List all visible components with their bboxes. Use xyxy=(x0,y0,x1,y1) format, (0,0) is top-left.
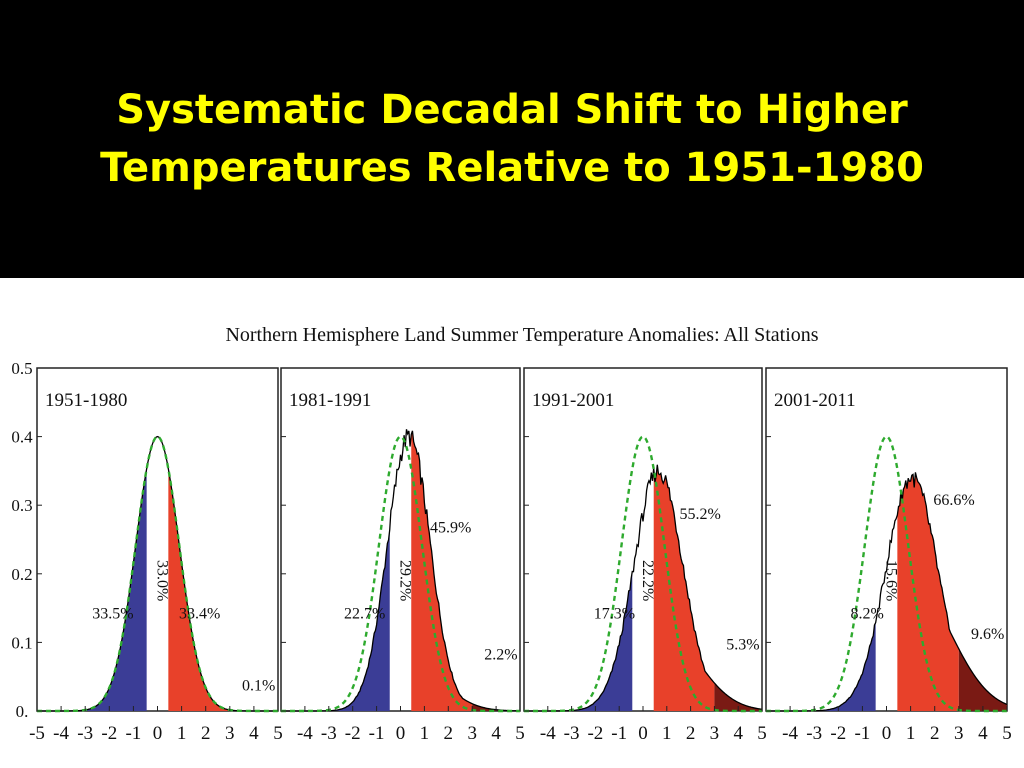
extreme-hot-region xyxy=(472,703,520,711)
x-tick-label: -4 xyxy=(782,723,798,744)
extreme-percent-label: 2.2% xyxy=(484,647,517,664)
chart-panel-1981-1991: 1981-1991 22.7% 29.2% 45.9% 2.2% -4 -3 -2 -1 0 1 2 3… xyxy=(280,367,525,744)
x-tick-label: -1 xyxy=(369,723,385,744)
cold-percent-label: 22.7% xyxy=(344,605,385,622)
hot-percent-label: 45.9% xyxy=(430,520,471,537)
x-tick-label: 0 xyxy=(882,723,892,744)
x-tick-label: 1 xyxy=(662,723,672,744)
x-tick-label: -2 xyxy=(345,723,361,744)
x-tick-label: 0 xyxy=(396,723,406,744)
normal-percent-label: 33.0% xyxy=(154,560,171,601)
y-tick-label: 0.3 xyxy=(11,496,32,515)
hot-percent-label: 33.4% xyxy=(179,605,220,622)
x-tick-label: 3 xyxy=(467,723,477,744)
slide-title-line-2: Temperatures Relative to 1951-1980 xyxy=(100,145,924,191)
cold-percent-label: 17.3% xyxy=(594,605,635,622)
reference-distribution-line xyxy=(281,435,520,713)
hot-percent-label: 66.6% xyxy=(933,492,974,509)
x-tick-label: -1 xyxy=(854,723,870,744)
extreme-hot-region xyxy=(714,683,762,711)
normal-percent-label: 15.6% xyxy=(883,560,900,601)
panel-frame xyxy=(765,367,1008,712)
slide-title-line-1: Systematic Decadal Shift to Higher xyxy=(116,87,908,133)
x-tick-label: 0 xyxy=(153,723,163,744)
cold-region xyxy=(524,571,633,711)
panel-frame xyxy=(36,367,279,712)
x-tick-label: 5 xyxy=(757,723,767,744)
x-tick-label: 3 xyxy=(710,723,720,744)
x-tick-label: 5 xyxy=(515,723,525,744)
extreme-percent-label: 0.1% xyxy=(242,677,275,694)
y-axis: 0.5 0.4 0.3 0.2 0.1 0. xyxy=(11,359,33,721)
normal-percent-label: 22.2% xyxy=(639,560,656,601)
x-tick-label: 3 xyxy=(954,723,964,744)
x-tick-label: 5 xyxy=(273,723,283,744)
x-tick-label: -5 xyxy=(29,723,45,744)
x-tick-label: 3 xyxy=(225,723,235,744)
x-tick-label: -1 xyxy=(125,723,141,744)
x-tick-label: 4 xyxy=(249,723,259,744)
cold-region xyxy=(281,529,390,711)
hot-region xyxy=(168,468,230,711)
panel-frame xyxy=(523,367,763,712)
x-tick-label: 4 xyxy=(978,723,988,744)
x-tick-label: 2 xyxy=(201,723,211,744)
period-label: 1951-1980 xyxy=(45,390,127,411)
period-label: 2001-2011 xyxy=(774,390,856,411)
y-tick-label: 0.5 xyxy=(11,359,32,378)
figure-title: Northern Hemisphere Land Summer Temperat… xyxy=(225,324,818,346)
cold-percent-label: 8.2% xyxy=(851,605,884,622)
x-tick-label: -4 xyxy=(540,723,556,744)
x-tick-label: 4 xyxy=(491,723,501,744)
x-tick-label: 5 xyxy=(1002,723,1012,744)
chart-panel-1951-1980: 1951-1980 33.5% 33.0% 33.4% 0.1% -5 -4 -3 -2 -1 0 1… xyxy=(29,367,283,744)
hot-percent-label: 55.2% xyxy=(679,506,720,523)
x-tick-label: 1 xyxy=(420,723,430,744)
cold-percent-label: 33.5% xyxy=(92,605,133,622)
x-tick-label: 1 xyxy=(906,723,916,744)
x-tick-label: 1 xyxy=(177,723,187,744)
x-tick-label: 2 xyxy=(930,723,940,744)
x-tick-label: 4 xyxy=(733,723,743,744)
temperature-anomaly-chart: Northern Hemisphere Land Summer Temperat… xyxy=(11,324,1012,744)
hot-region xyxy=(411,430,473,711)
slide-title: Systematic Decadal Shift to Higher Tempe… xyxy=(0,0,1024,278)
period-label: 1981-1991 xyxy=(289,390,371,411)
cold-region xyxy=(766,622,876,711)
chart-panel-1991-2001: 1991-2001 17.3%22.2% 55.2% 5.3% -4 -3 -2 -1 0 1 2 3… xyxy=(523,367,767,744)
x-tick-label: -4 xyxy=(297,723,313,744)
reference-distribution-line xyxy=(524,435,762,713)
x-tick-label: 2 xyxy=(686,723,696,744)
x-tick-label: -2 xyxy=(587,723,603,744)
cold-region xyxy=(37,468,147,711)
x-tick-label: -1 xyxy=(611,723,627,744)
period-label: 1991-2001 xyxy=(532,390,614,411)
x-tick-label: -4 xyxy=(53,723,69,744)
x-tick-label: -3 xyxy=(321,723,337,744)
chart-panel-2001-2011: 2001-2011 8.2% 15.6% 66.6% 9.6% -4 -3 -2 -1 0 1 2 3 4… xyxy=(765,367,1012,744)
reference-distribution-line xyxy=(37,435,278,713)
y-tick-label: 0.1 xyxy=(11,633,32,652)
x-tick-label: 2 xyxy=(444,723,454,744)
panel-frame xyxy=(280,367,521,712)
extreme-percent-label: 5.3% xyxy=(726,636,759,653)
extreme-percent-label: 9.6% xyxy=(971,626,1004,643)
extreme-hot-region xyxy=(958,648,1007,711)
x-tick-label: -3 xyxy=(806,723,822,744)
x-tick-label: -3 xyxy=(564,723,580,744)
reference-distribution-line xyxy=(766,435,1007,713)
normal-percent-label: 29.2% xyxy=(397,560,414,601)
x-tick-label: -2 xyxy=(101,723,117,744)
y-tick-label: 0.2 xyxy=(11,565,32,584)
x-tick-label: -3 xyxy=(77,723,93,744)
figure-panel: Northern Hemisphere Land Summer Temperat… xyxy=(0,278,1024,768)
y-tick-label: 0.4 xyxy=(11,428,33,447)
x-tick-label: -2 xyxy=(830,723,846,744)
x-tick-label: 0 xyxy=(638,723,648,744)
y-tick-label: 0. xyxy=(16,702,29,721)
hot-region xyxy=(897,472,959,711)
